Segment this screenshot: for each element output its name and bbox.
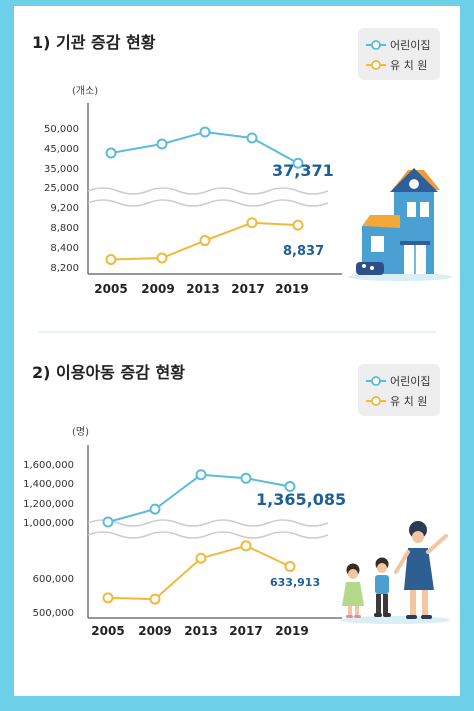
chart1-xtick-2019: 2019 (275, 282, 308, 296)
chart2-kindergarten-point-2019 (284, 560, 296, 572)
chart1-daycare-point-2017 (246, 132, 258, 144)
chart1-ytick-8800: 8,800 (50, 223, 79, 234)
chart1-xtick-2017: 2017 (231, 282, 264, 296)
house-illustration (348, 168, 452, 281)
chart1-daycare-value-label: 37,371 (272, 161, 334, 180)
chart2-legend-label-1: 어린이집 (390, 375, 430, 388)
chart1-kindergarten-point-2013 (199, 235, 211, 247)
chart1-ytick-8400: 8,400 (50, 243, 79, 254)
chart1-daycare-point-2013 (199, 126, 211, 138)
chart1-ytick-8200: 8,200 (50, 263, 79, 274)
chart2-legend-item-1: 어린이집 (366, 375, 430, 388)
chart2-daycare-value-label: 1,365,085 (256, 490, 346, 509)
chart2-kindergarten-point-2013 (195, 552, 207, 564)
chart2-ytick-600000: 600,000 (33, 574, 74, 585)
chart2-kindergarten-point-2005 (102, 592, 114, 604)
chart2-daycare-point-2009 (149, 503, 161, 515)
chart2-xtick-2009: 2009 (138, 624, 171, 638)
chart1-ytick-50000: 50,000 (44, 124, 79, 135)
chart1-legend-label-1: 어린이집 (390, 39, 430, 52)
chart1-axis-break (87, 187, 329, 207)
chart1-title: 1) 기관 증감 현황 (32, 33, 156, 52)
chart1-kindergarten-value-label: 8,837 (283, 244, 324, 259)
chart1-kindergarten-point-2019 (292, 219, 304, 231)
chart1-y-unit: (개소) (72, 85, 98, 97)
chart1-xtick-2005: 2005 (94, 282, 127, 296)
chart2-ytick-500000: 500,000 (33, 608, 74, 619)
chart2-y-unit: (명) (72, 426, 89, 438)
chart1-kindergarten-point-2017 (246, 217, 258, 229)
chart1-legend-item-1: 어린이집 (366, 39, 430, 52)
chart1-kindergarten-point-2009 (156, 252, 168, 264)
chart1-daycare-point-2019 (292, 157, 304, 169)
chart1-xtick-2013: 2013 (186, 282, 219, 296)
chart2-xtick-2017: 2017 (229, 624, 262, 638)
chart2-ytick-1400000: 1,400,000 (23, 479, 74, 490)
chart1-x-ticks: 2005 2009 2013 2017 2019 (94, 282, 308, 296)
chart2-kindergarten-point-2017 (240, 540, 252, 552)
chart2-daycare-point-2017 (240, 472, 252, 484)
chart1-ytick-9200: 9,200 (50, 203, 79, 214)
chart2-daycare-point-2019 (284, 480, 296, 492)
chart1-daycare-point-2005 (105, 147, 117, 159)
chart2-x-ticks: 2005 2009 2013 2017 2019 (91, 624, 308, 638)
chart2-legend-item-2: 유 치 원 (366, 395, 427, 408)
chart2-xtick-2005: 2005 (91, 624, 124, 638)
chart2-daycare-point-2005 (102, 516, 114, 528)
chart1-legend-item-2: 유 치 원 (366, 59, 427, 72)
chart2-ytick-1000000: 1,000,000 (23, 518, 74, 529)
chart2-legend-label-2: 유 치 원 (390, 395, 427, 408)
chart2-legend-box (358, 364, 440, 416)
chart1-ytick-45000: 45,000 (44, 144, 79, 155)
chart1-ytick-25000: 25,000 (44, 183, 79, 194)
chart2-xtick-2013: 2013 (184, 624, 217, 638)
chart1-xtick-2009: 2009 (141, 282, 174, 296)
family-illustration (340, 521, 450, 624)
chart2-title: 2) 이용아동 증감 현황 (32, 363, 185, 382)
chart1-y-ticks: 50,000 45,000 35,000 25,000 9,200 8,800 … (44, 124, 79, 274)
chart2-kindergarten-point-2009 (149, 593, 161, 605)
chart2-xtick-2019: 2019 (275, 624, 308, 638)
chart2-plot (102, 469, 296, 605)
chart2-kindergarten-value-label: 633,913 (270, 576, 320, 589)
chart2-ytick-1200000: 1,200,000 (23, 499, 74, 510)
chart-children: 2) 이용아동 증감 현황 어린이집 유 치 원 (명) 1,600,000 1… (23, 363, 450, 638)
chart1-plot (105, 126, 304, 265)
chart2-daycare-point-2013 (195, 469, 207, 481)
chart1-legend-label-2: 유 치 원 (390, 59, 427, 72)
chart2-axis-break (87, 519, 329, 539)
chart1-ytick-35000: 35,000 (44, 164, 79, 175)
chart1-kindergarten-point-2005 (105, 254, 117, 265)
chart-institutions: 1) 기관 증감 현황 어린이집 유 치 원 (개소) 50,000 45,00… (32, 28, 452, 296)
chart2-ytick-1600000: 1,600,000 (23, 460, 74, 471)
chart1-daycare-point-2009 (156, 138, 168, 150)
chart1-legend-box (358, 28, 440, 80)
chart2-y-ticks: 1,600,000 1,400,000 1,200,000 1,000,000 … (23, 460, 74, 619)
